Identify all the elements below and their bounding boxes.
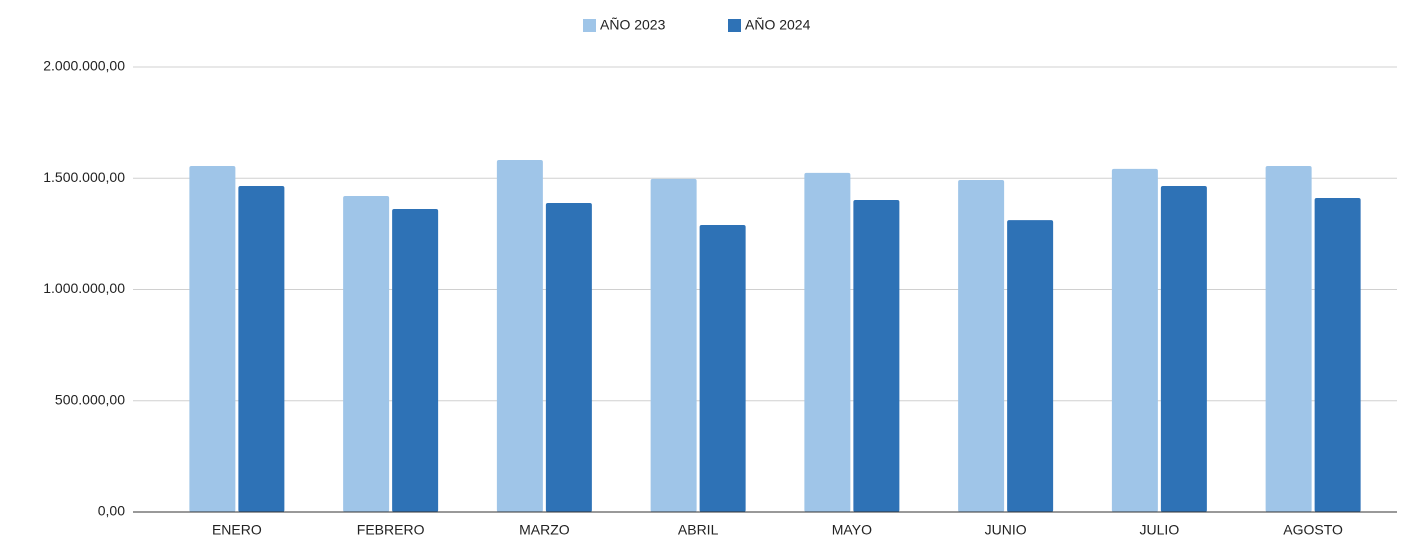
bar	[238, 186, 285, 512]
x-tick-label: MARZO	[519, 522, 570, 538]
legend-swatch	[728, 19, 741, 32]
bar	[1111, 168, 1158, 512]
bar	[392, 208, 439, 512]
bar	[804, 172, 851, 512]
bar	[853, 200, 900, 512]
bar	[1160, 186, 1207, 512]
bar	[650, 178, 697, 513]
bar	[189, 166, 236, 512]
x-tick-label: MAYO	[832, 522, 872, 538]
bar	[545, 202, 592, 512]
y-tick-label: 1.000.000,00	[43, 280, 125, 296]
bar	[1265, 166, 1312, 512]
bar	[958, 180, 1005, 512]
x-tick-label: JULIO	[1140, 522, 1180, 538]
bar	[1007, 220, 1054, 512]
x-tick-label: ABRIL	[678, 522, 719, 538]
y-tick-label: 2.000.000,00	[43, 58, 125, 74]
legend-label: AÑO 2023	[600, 17, 666, 33]
bar	[699, 224, 746, 512]
legend-swatch	[583, 19, 596, 32]
x-tick-label: AGOSTO	[1283, 522, 1343, 538]
bar	[496, 160, 543, 512]
x-tick-label: JUNIO	[985, 522, 1027, 538]
bar	[343, 196, 390, 513]
x-tick-label: FEBRERO	[357, 522, 425, 538]
y-tick-label: 1.500.000,00	[43, 169, 125, 185]
y-tick-label: 500.000,00	[55, 391, 125, 407]
x-tick-label: ENERO	[212, 522, 262, 538]
bar	[1314, 198, 1361, 513]
y-tick-label: 0,00	[98, 503, 125, 519]
legend-label: AÑO 2024	[745, 17, 811, 33]
